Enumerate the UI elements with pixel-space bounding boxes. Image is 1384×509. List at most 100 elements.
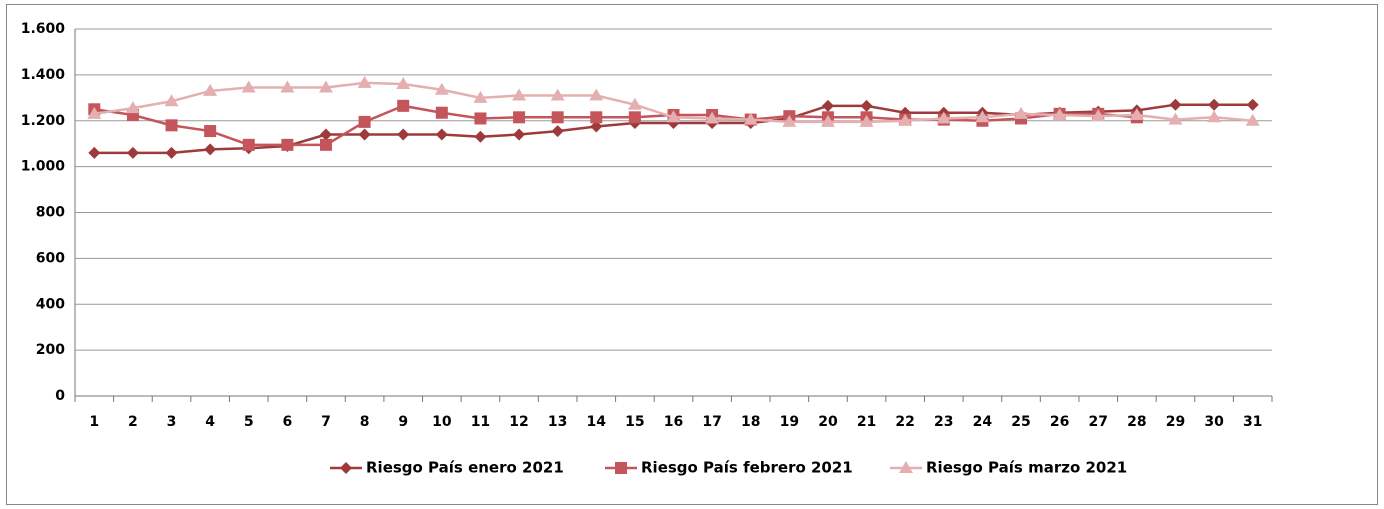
x-tick-label: 8	[360, 414, 370, 430]
x-tick-label: 12	[509, 414, 528, 430]
marker	[87, 106, 102, 119]
marker	[860, 99, 873, 112]
x-tick-label: 15	[625, 414, 644, 430]
marker	[204, 125, 217, 138]
x-tick-label: 26	[1050, 414, 1069, 430]
marker	[782, 114, 797, 127]
marker	[898, 113, 913, 126]
x-tick-label: 1	[89, 414, 99, 430]
marker	[705, 111, 720, 124]
marker	[281, 138, 294, 151]
marker	[241, 80, 256, 93]
marker	[319, 138, 332, 151]
x-tick-label: 10	[432, 414, 452, 430]
marker	[975, 110, 990, 123]
x-tick-label: 23	[934, 414, 953, 430]
marker	[397, 99, 410, 112]
marker	[513, 111, 526, 124]
x-tick-label: 16	[664, 414, 683, 430]
x-tick-label: 28	[1127, 414, 1146, 430]
marker	[434, 82, 449, 95]
marker	[165, 146, 178, 159]
marker	[627, 97, 642, 110]
marker	[435, 128, 448, 141]
x-tick-label: 9	[398, 414, 408, 430]
marker	[821, 99, 834, 112]
marker	[318, 80, 333, 93]
marker	[1169, 98, 1182, 111]
x-tick-label: 3	[167, 414, 177, 430]
y-tick-label: 600	[36, 250, 65, 266]
legend-label: Riesgo País marzo 2021	[926, 459, 1127, 477]
y-tick-label: 1.600	[21, 21, 66, 37]
marker	[550, 88, 565, 101]
marker	[203, 83, 218, 96]
x-tick-label: 19	[780, 414, 799, 430]
marker	[859, 114, 874, 127]
y-tick-label: 800	[36, 205, 65, 221]
marker	[512, 88, 527, 101]
y-tick-label: 1.400	[21, 67, 66, 83]
marker	[473, 90, 488, 103]
x-tick-label: 14	[587, 414, 607, 430]
marker	[513, 128, 526, 141]
x-tick-label: 24	[973, 414, 993, 430]
legend-marker	[615, 462, 627, 474]
x-tick-label: 21	[857, 414, 876, 430]
marker	[435, 106, 448, 119]
marker	[820, 114, 835, 127]
marker	[1245, 113, 1260, 126]
marker	[1208, 98, 1221, 111]
marker	[1129, 108, 1144, 121]
marker	[396, 77, 411, 90]
y-tick-label: 1.200	[21, 113, 66, 129]
marker	[1246, 98, 1259, 111]
marker	[88, 146, 101, 159]
marker	[242, 138, 255, 151]
marker	[358, 115, 371, 128]
x-tick-label: 6	[282, 414, 292, 430]
legend-marker	[899, 461, 913, 473]
x-tick-label: 2	[128, 414, 138, 430]
series-line	[94, 104, 1137, 147]
marker	[126, 146, 139, 159]
x-tick-label: 18	[741, 414, 760, 430]
marker	[590, 111, 603, 124]
x-tick-label: 27	[1088, 414, 1107, 430]
x-tick-label: 22	[895, 414, 914, 430]
x-tick-label: 31	[1243, 414, 1262, 430]
x-tick-label: 20	[818, 414, 838, 430]
marker	[319, 128, 332, 141]
marker	[164, 94, 179, 107]
marker	[743, 112, 758, 125]
marker	[936, 111, 951, 124]
marker	[589, 88, 604, 101]
legend-label: Riesgo País enero 2021	[366, 459, 564, 477]
marker	[1168, 112, 1183, 125]
marker	[358, 128, 371, 141]
marker	[125, 101, 140, 114]
legend-marker	[340, 462, 352, 474]
marker	[204, 143, 217, 156]
marker	[397, 128, 410, 141]
x-tick-label: 4	[205, 414, 215, 430]
marker	[474, 130, 487, 143]
x-tick-label: 13	[548, 414, 567, 430]
marker	[1091, 109, 1106, 122]
marker	[628, 111, 641, 124]
x-tick-label: 17	[702, 414, 721, 430]
x-tick-label: 30	[1204, 414, 1224, 430]
marker	[1014, 106, 1029, 119]
marker	[165, 119, 178, 132]
marker	[1052, 108, 1067, 121]
y-tick-label: 0	[55, 388, 65, 404]
marker	[1207, 110, 1222, 123]
marker	[551, 111, 564, 124]
x-tick-label: 25	[1011, 414, 1030, 430]
marker	[551, 125, 564, 138]
marker	[474, 112, 487, 125]
x-tick-label: 5	[244, 414, 254, 430]
legend-label: Riesgo País febrero 2021	[641, 459, 853, 477]
y-tick-label: 200	[36, 342, 65, 358]
